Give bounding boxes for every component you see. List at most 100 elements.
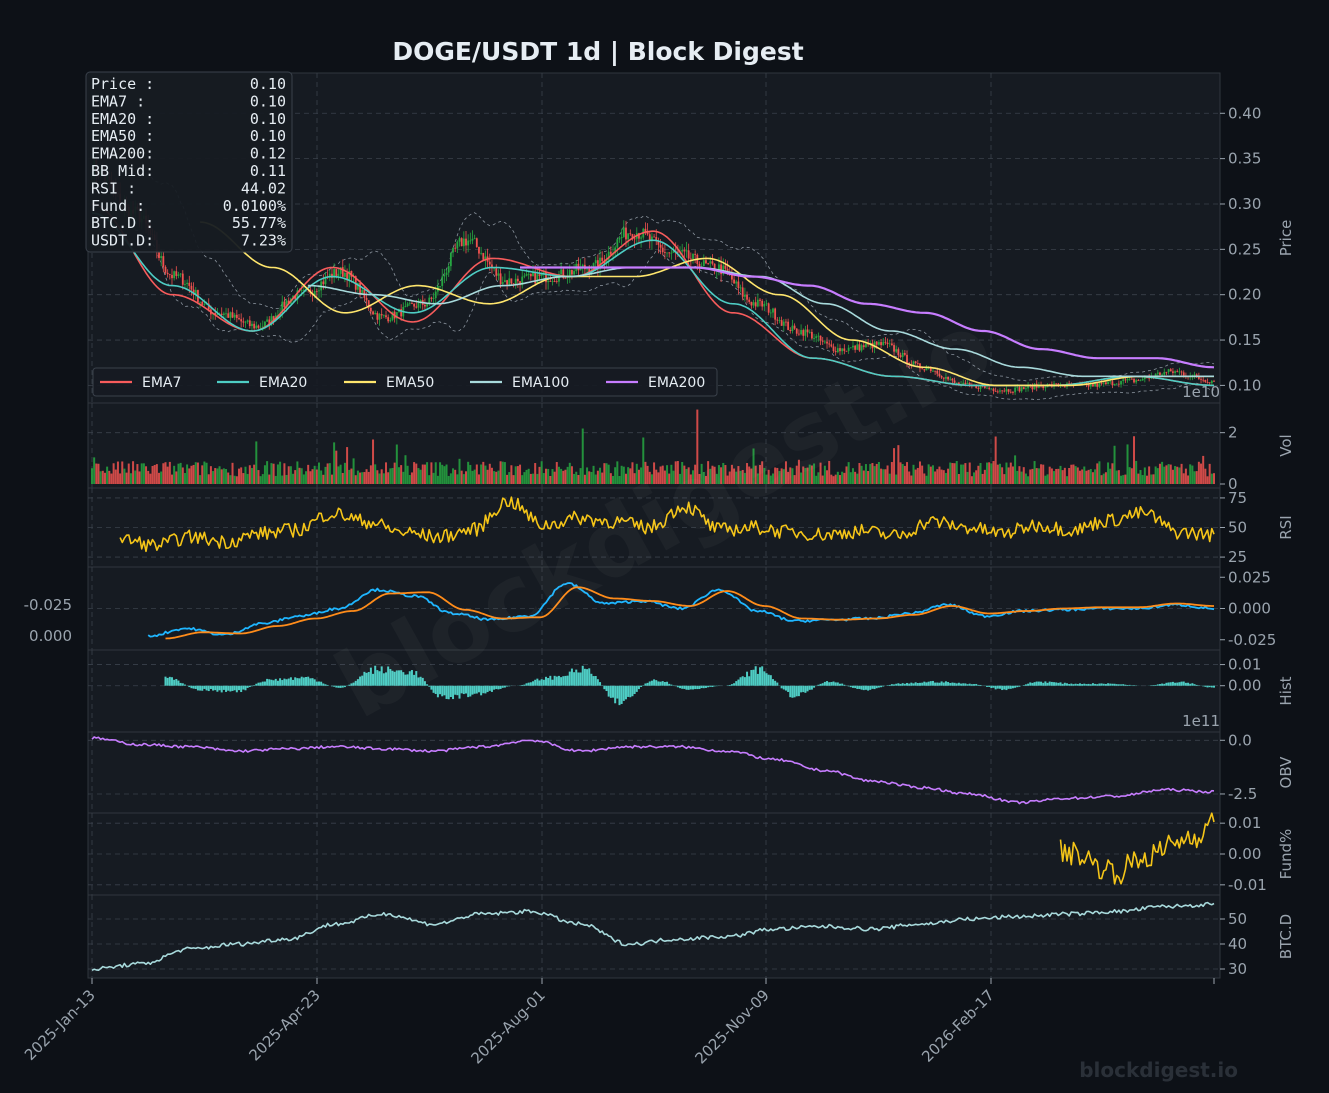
histogram-bar <box>305 676 308 686</box>
price-tick-label: 0.25 <box>1228 240 1261 258</box>
volume-bar <box>1100 475 1103 484</box>
histogram-bar <box>679 685 682 689</box>
candle-body <box>1135 380 1138 383</box>
candle-body <box>521 276 524 286</box>
volume-bar <box>497 470 500 484</box>
histogram-bar <box>784 685 787 691</box>
candle-body <box>231 312 234 318</box>
volume-bar <box>458 458 461 484</box>
histogram-bar <box>404 674 407 686</box>
volume-bar <box>1091 472 1094 484</box>
candle-body <box>625 227 627 240</box>
histogram-bar <box>923 681 926 686</box>
volume-bar <box>279 461 282 484</box>
candle-body <box>1089 384 1092 387</box>
candle-body <box>495 268 498 276</box>
histogram-bar <box>944 681 947 686</box>
volume-bar <box>225 469 228 484</box>
candle-body <box>266 319 269 322</box>
volume-bar <box>1189 464 1192 484</box>
histogram-bar <box>1193 684 1196 686</box>
candle-body <box>315 291 318 292</box>
candle-body <box>283 301 286 308</box>
candle-body <box>1014 387 1017 393</box>
volume-bar <box>830 474 833 484</box>
volume-bar <box>802 466 805 484</box>
candle-body <box>629 233 632 235</box>
volume-bar <box>1145 475 1148 484</box>
volume-bar <box>1197 461 1200 484</box>
histogram-bar <box>1068 683 1071 686</box>
volume-bar <box>583 474 586 484</box>
histogram-bar <box>804 685 807 693</box>
histogram-axis-label: Hist <box>1277 676 1295 705</box>
histogram-bar <box>317 681 320 686</box>
volume-bar <box>413 462 416 484</box>
candle-body <box>826 341 828 344</box>
candle-body <box>614 247 617 253</box>
candle-body <box>536 274 539 284</box>
histogram-bar <box>471 685 474 695</box>
volume-bar <box>311 469 314 484</box>
volume-bar <box>480 464 483 484</box>
volume-bar <box>1016 470 1019 484</box>
histogram-bar <box>225 685 228 692</box>
candle-body <box>1107 381 1109 385</box>
volume-bar <box>754 465 757 484</box>
histogram-bar <box>765 673 768 686</box>
histogram-bar <box>1035 681 1038 686</box>
candle-body <box>858 344 861 351</box>
histogram-bar <box>979 684 982 686</box>
histogram-bar <box>1182 681 1185 686</box>
candle-body <box>270 316 273 325</box>
histogram-bar <box>1074 683 1077 686</box>
volume-bar <box>1035 468 1038 484</box>
candle-body <box>1208 382 1211 384</box>
histogram-bar <box>1050 681 1053 686</box>
candle-body <box>759 299 761 301</box>
histogram-bar <box>181 683 184 686</box>
volume-bar <box>488 463 491 484</box>
histogram-bar <box>263 681 266 686</box>
rsi-tick-label: 75 <box>1228 489 1247 507</box>
volume-bar <box>748 466 751 484</box>
histogram-bar <box>538 680 541 686</box>
histogram-bar <box>646 682 649 686</box>
candle-body <box>750 301 753 306</box>
histogram-bar <box>975 683 978 686</box>
volume-bar <box>644 461 647 484</box>
volume-bar <box>1210 473 1213 484</box>
histogram-bar <box>854 685 857 689</box>
volume-bar <box>899 462 902 484</box>
histogram-bar <box>940 681 943 686</box>
candle-body <box>914 361 917 364</box>
candle-body <box>601 257 604 261</box>
candle-body <box>491 264 493 269</box>
volume-bar <box>1187 475 1190 484</box>
candle-body <box>776 319 779 321</box>
volume-bar <box>389 468 392 484</box>
histogram-bar <box>635 685 638 692</box>
histogram-bar <box>1167 682 1170 686</box>
legend-label: EMA20 <box>259 375 307 391</box>
volume-bar <box>557 466 560 484</box>
histogram-bar <box>486 685 489 693</box>
volume-bar <box>737 466 740 484</box>
histogram-bar <box>704 685 707 688</box>
histogram-bar <box>410 670 413 686</box>
candle-body <box>599 257 601 270</box>
histogram-bar <box>456 685 459 696</box>
volume-bar <box>473 469 476 484</box>
histogram-bar <box>802 685 805 693</box>
histogram-bar <box>893 684 896 686</box>
candle-body <box>951 378 954 381</box>
histogram-bar <box>867 685 870 691</box>
volume-bar <box>936 469 939 484</box>
histogram-bar <box>1195 684 1198 686</box>
histogram-bar <box>333 685 336 687</box>
candle-body <box>713 263 716 272</box>
volume-bar <box>918 461 921 484</box>
volume-bar <box>1193 471 1196 484</box>
histogram-bar <box>998 685 1001 689</box>
candle-body <box>473 238 476 240</box>
